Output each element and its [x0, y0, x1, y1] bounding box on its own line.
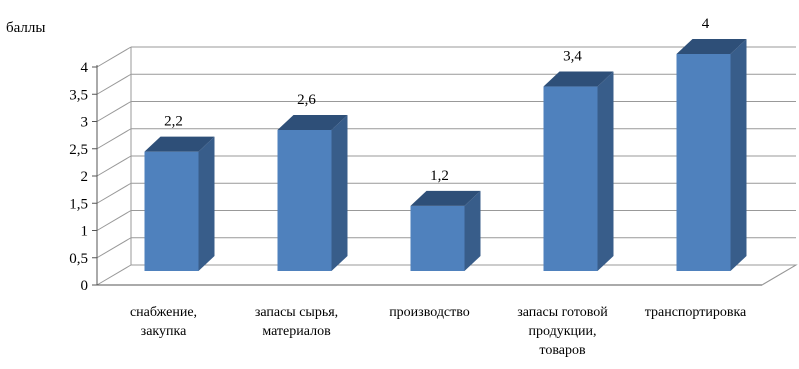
labels: 2,2 снабжение, закупка 2,6 запасы сырья, мате…	[130, 16, 747, 358]
category-label-line: снабжение,	[130, 305, 197, 320]
bar	[676, 54, 731, 271]
data-label: 1,2	[430, 168, 449, 184]
bar	[277, 129, 332, 271]
gridline-diagonal	[96, 46, 132, 68]
bars	[144, 39, 747, 271]
bar	[410, 205, 465, 271]
gridline-diagonal	[96, 101, 132, 122]
bar-top	[410, 190, 481, 206]
category-label-line: материалов	[262, 324, 331, 339]
gridline-diagonal	[96, 182, 132, 204]
category-label-line: запасы сырья,	[255, 305, 338, 320]
gridline-diagonal	[96, 128, 132, 150]
category-label-line: запасы готовой	[517, 305, 608, 320]
data-label: 2,2	[164, 114, 183, 130]
category-label: снабжение, закупка	[130, 305, 197, 339]
category-label-line: товаров	[539, 343, 586, 358]
y-tick-label: 0	[81, 278, 89, 294]
bar	[144, 151, 199, 271]
y-tick-label: 3	[81, 115, 89, 131]
bar-side	[331, 114, 348, 271]
y-tick-label: 4	[81, 60, 89, 76]
bar-top	[277, 114, 348, 130]
gridline-diagonal	[96, 73, 132, 95]
bar-side	[464, 190, 481, 271]
y-tick-label: 3,5	[69, 87, 88, 103]
data-label: 4	[702, 16, 710, 32]
category-label: транспортировка	[645, 305, 747, 320]
bar-top	[144, 136, 215, 152]
category-label-line: закупка	[141, 324, 187, 339]
category-label: запасы готовой продукции, товаров	[517, 305, 608, 358]
y-tick-label: 2	[81, 169, 89, 185]
axes: 0 0,5 1 1,5 2 2,5 3 3,5 4	[69, 60, 762, 294]
category-label-line: транспортировка	[645, 305, 747, 320]
gridline-diagonal	[96, 237, 132, 259]
y-tick-label: 2,5	[69, 142, 88, 158]
bar	[543, 86, 598, 271]
bar-side	[198, 136, 215, 271]
bar-top	[543, 71, 614, 87]
floor-right-edge	[761, 264, 797, 286]
bar-side	[597, 71, 614, 271]
category-label: запасы сырья, материалов	[255, 305, 338, 339]
category-label-line: производство	[389, 305, 470, 320]
category-label-line: продукции,	[529, 324, 597, 339]
bar-top	[676, 39, 747, 54]
y-tick-label: 1,5	[69, 196, 88, 212]
gridline-diagonal	[96, 210, 132, 231]
y-tick-label: 0,5	[69, 251, 88, 267]
y-axis-label: баллы	[6, 20, 45, 36]
category-label: производство	[389, 305, 470, 320]
data-label: 3,4	[563, 49, 582, 65]
data-label: 2,6	[297, 92, 316, 108]
gridline-diagonal	[96, 155, 132, 177]
y-tick-label: 1	[81, 224, 89, 240]
bar-side	[730, 39, 747, 271]
